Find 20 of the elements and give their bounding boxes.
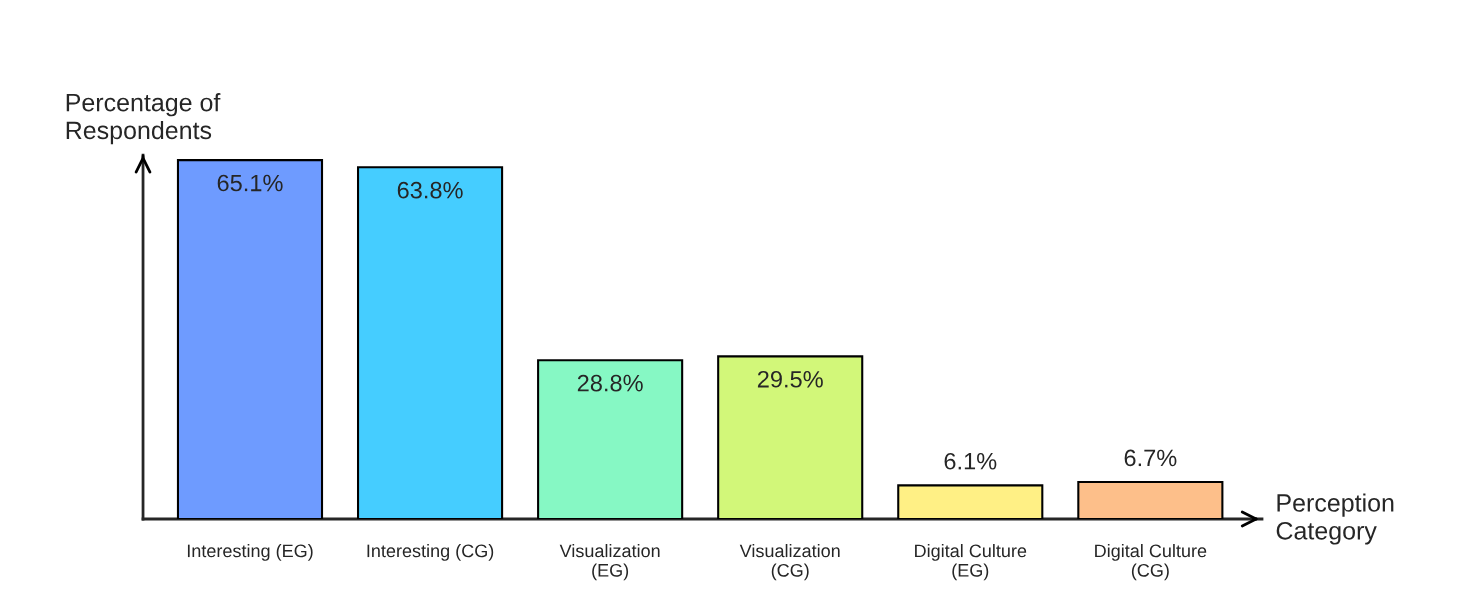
data-label: 6.7%	[1124, 449, 1177, 467]
x-tick-label: Visualization (CG)	[739, 544, 840, 581]
data-label: 6.1%	[944, 452, 997, 470]
x-tick-label: Digital Culture (EG)	[915, 544, 1027, 581]
x-axis-title: Perception Category	[1276, 493, 1394, 545]
x-tick-label: Interesting (CG)	[367, 544, 494, 561]
bar	[357, 166, 504, 520]
bar	[717, 355, 864, 520]
bar	[176, 159, 324, 520]
data-label: 29.5%	[757, 370, 823, 388]
x-tick-label: Digital Culture (CG)	[1095, 544, 1207, 581]
data-label: 65.1%	[217, 174, 283, 192]
bar	[897, 484, 1044, 520]
data-label: 28.8%	[577, 374, 643, 392]
x-tick-label: Interesting (EG)	[187, 544, 313, 561]
bar	[537, 359, 684, 520]
data-label: 63.8%	[397, 181, 463, 199]
y-axis-title: Percentage of Respondents	[66, 93, 221, 145]
bar	[1077, 481, 1224, 520]
x-tick-label: Visualization (EG)	[559, 544, 660, 581]
